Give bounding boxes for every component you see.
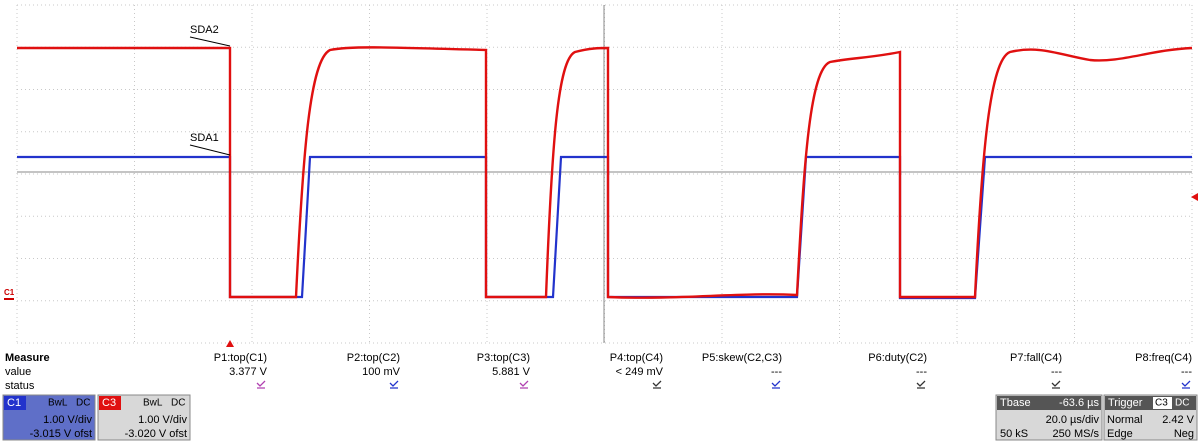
param-value: --- xyxy=(1051,366,1062,378)
trig-label: Trigger xyxy=(1108,397,1143,409)
ch-id: C1 xyxy=(7,397,21,409)
tb-label: Tbase xyxy=(1000,397,1031,409)
status-icon xyxy=(519,380,529,389)
trace-sda2 xyxy=(17,46,1193,299)
param-name: P6:duty(C2) xyxy=(868,352,927,364)
ch-scale: 1.00 V/div xyxy=(43,414,92,426)
tb-delay: -63.6 µs xyxy=(1059,397,1099,409)
param-name: P8:freq(C4) xyxy=(1135,352,1192,364)
trig-source: C3 xyxy=(1155,398,1168,409)
ch-coupling: DC xyxy=(171,398,185,409)
timebase: Tbase -63.6 µs 20.0 µs/div 50 kS 250 MS/… xyxy=(995,394,1103,441)
trig-type: Edge xyxy=(1107,428,1133,440)
status-icon xyxy=(1051,380,1061,389)
ch-bw: BwL xyxy=(48,398,68,409)
params: P1:top(C1) 3.377 V P2:top(C2) 100 mV P3:top(… xyxy=(214,352,1192,389)
trig-mode: Normal xyxy=(1107,414,1142,426)
param-value: 3.377 V xyxy=(229,366,268,378)
trigger-pos xyxy=(226,340,234,347)
param-value: --- xyxy=(771,366,782,378)
status-icon xyxy=(652,380,662,389)
trig-slope: Neg xyxy=(1174,428,1194,440)
ch-bw: BwL xyxy=(143,398,163,409)
channel-c1: C1 BwL DC 1.00 V/div -3.015 V ofst xyxy=(2,394,96,441)
ch-offset: -3.015 V ofst xyxy=(30,428,92,440)
tb-samples: 50 kS xyxy=(1000,428,1028,440)
param-name: P3:top(C3) xyxy=(477,352,530,364)
param-value: 100 mV xyxy=(362,366,401,378)
status-icon xyxy=(389,380,399,389)
param-name: P7:fall(C4) xyxy=(1010,352,1062,364)
trigger: Trigger C3 DC Normal 2.42 V Edge Neg xyxy=(1103,394,1198,441)
param-name: P1:top(C1) xyxy=(214,352,267,364)
status-icon xyxy=(916,380,926,389)
row-label: status xyxy=(5,380,35,392)
trig-level: 2.42 V xyxy=(1162,414,1194,426)
tb-scale: 20.0 µs/div xyxy=(1046,414,1100,426)
trigger-level xyxy=(1191,193,1198,201)
trace-label: SDA1 xyxy=(190,132,219,144)
leader xyxy=(189,36,231,47)
ch-offset: -3.020 V ofst xyxy=(125,428,187,440)
tb-rate: 250 MS/s xyxy=(1053,428,1100,440)
status-icon xyxy=(256,380,266,389)
param-name: P4:top(C4) xyxy=(610,352,663,364)
channel-c3: C3 BwL DC 1.00 V/div -3.020 V ofst xyxy=(97,394,191,441)
param-value: 5.881 V xyxy=(492,366,531,378)
status-icon xyxy=(1181,380,1191,389)
param-name: P5:skew(C2,C3) xyxy=(702,352,782,364)
leader xyxy=(189,144,231,156)
param-name: P2:top(C2) xyxy=(347,352,400,364)
status-icon xyxy=(771,380,781,389)
ch-coupling: DC xyxy=(76,398,90,409)
row-label: value xyxy=(5,366,31,378)
measure-header: Measure xyxy=(5,352,50,364)
param-value: --- xyxy=(1181,366,1192,378)
channel-marker: C1 xyxy=(4,288,15,297)
ch-id: C3 xyxy=(102,397,116,409)
param-value: --- xyxy=(916,366,927,378)
trace-label: SDA2 xyxy=(190,24,219,36)
ch-scale: 1.00 V/div xyxy=(138,414,187,426)
param-value: < 249 mV xyxy=(616,366,664,378)
trig-coupling: DC xyxy=(1175,398,1189,409)
